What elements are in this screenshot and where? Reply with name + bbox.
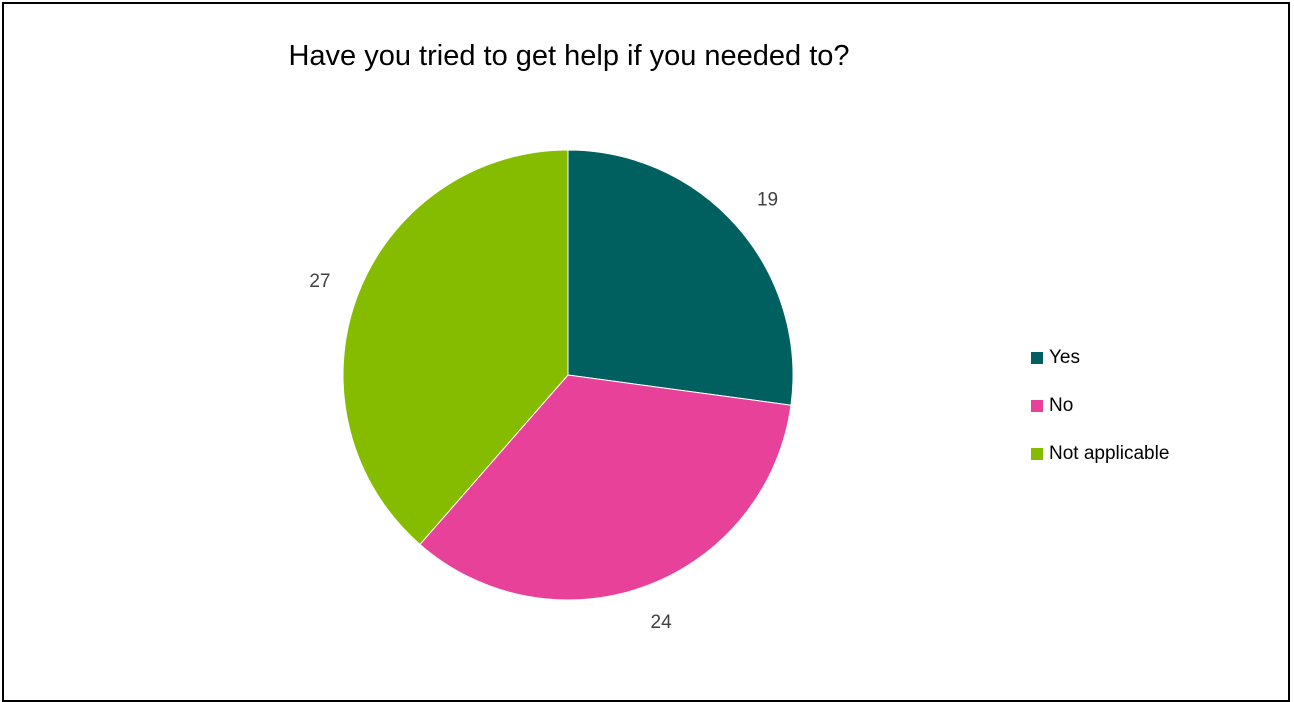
pie-slice-yes[interactable] — [567, 149, 794, 406]
data-label-not-applicable: 27 — [309, 271, 330, 292]
pie-slice-no[interactable] — [419, 374, 792, 601]
legend-label-no: No — [1049, 395, 1074, 416]
pie-slices — [342, 149, 794, 601]
legend-swatch-no — [1031, 400, 1043, 412]
data-label-yes: 19 — [757, 190, 778, 211]
pie-slice-not-applicable[interactable] — [342, 149, 569, 546]
legend: Yes No Not applicable — [1031, 334, 1169, 478]
legend-item-no[interactable]: No — [1031, 382, 1169, 430]
legend-swatch-not-applicable — [1031, 448, 1043, 460]
legend-item-not-applicable[interactable]: Not applicable — [1031, 430, 1169, 478]
pie-chart: 19 24 27 — [309, 149, 794, 633]
legend-item-yes[interactable]: Yes — [1031, 334, 1169, 382]
legend-swatch-yes — [1031, 352, 1043, 364]
chart-title: Have you tried to get help if you needed… — [288, 40, 850, 72]
pie-data-labels: 19 24 27 — [309, 190, 778, 633]
data-label-no: 24 — [651, 612, 673, 633]
legend-label-yes: Yes — [1049, 347, 1080, 368]
legend-label-not-applicable: Not applicable — [1049, 443, 1170, 464]
